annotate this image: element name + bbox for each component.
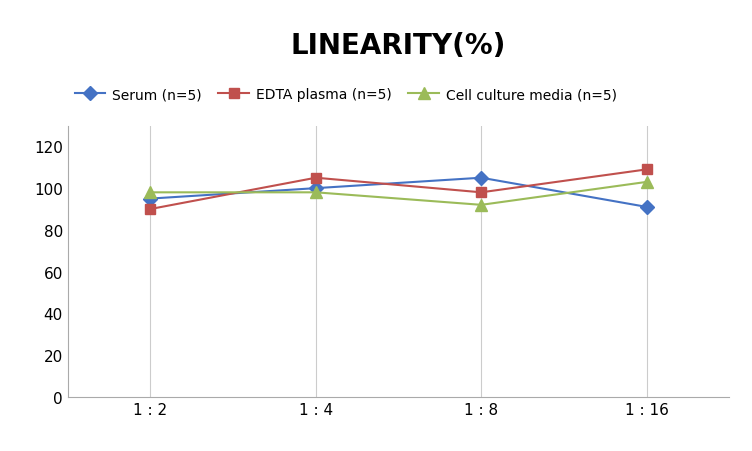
Line: EDTA plasma (n=5): EDTA plasma (n=5) (146, 165, 651, 214)
Serum (n=5) (311, 186, 320, 191)
Cell culture media (n=5) (642, 180, 651, 185)
EDTA plasma (n=5) (146, 207, 155, 212)
Text: LINEARITY(%): LINEARITY(%) (291, 32, 506, 60)
Line: Serum (n=5): Serum (n=5) (146, 174, 651, 212)
EDTA plasma (n=5) (311, 175, 320, 181)
Legend: Serum (n=5), EDTA plasma (n=5), Cell culture media (n=5): Serum (n=5), EDTA plasma (n=5), Cell cul… (74, 88, 617, 102)
Cell culture media (n=5) (146, 190, 155, 196)
Cell culture media (n=5) (311, 190, 320, 196)
Serum (n=5) (477, 175, 486, 181)
Serum (n=5) (642, 205, 651, 210)
EDTA plasma (n=5) (477, 190, 486, 196)
Line: Cell culture media (n=5): Cell culture media (n=5) (145, 177, 652, 211)
Serum (n=5) (146, 197, 155, 202)
Cell culture media (n=5) (477, 202, 486, 208)
EDTA plasma (n=5) (642, 167, 651, 173)
